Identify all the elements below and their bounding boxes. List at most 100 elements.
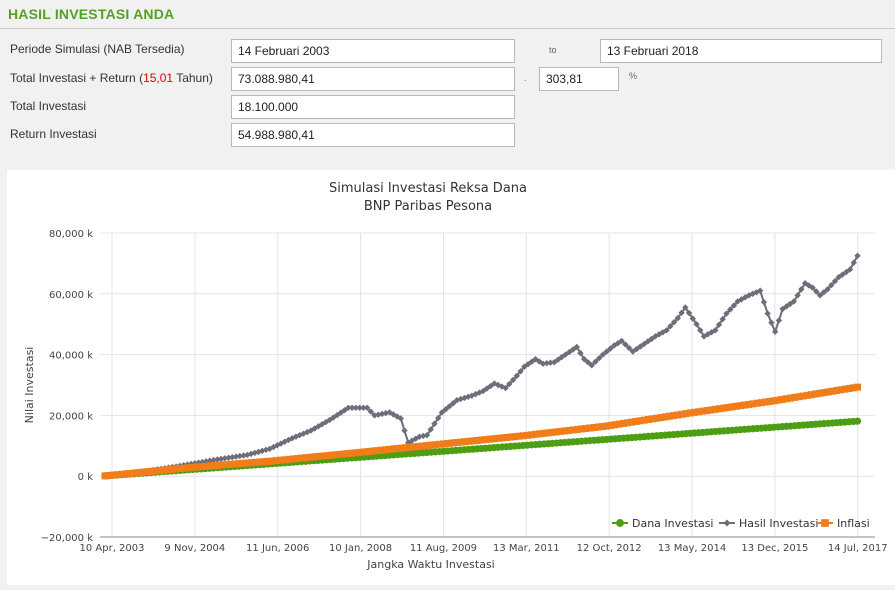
x-tick-label: 10 Jan, 2008 [329, 543, 392, 554]
total-value-field[interactable]: 73.088.980,41 [231, 67, 515, 91]
data-point [798, 286, 805, 293]
data-point [477, 436, 485, 444]
data-point [565, 426, 573, 434]
data-point [548, 428, 556, 436]
data-point [356, 448, 364, 456]
data-point [423, 442, 431, 450]
return-label: Return Investasi [10, 127, 97, 141]
data-point [114, 471, 122, 479]
data-point [809, 284, 816, 291]
return-value-field[interactable]: 54.988.980,41 [231, 123, 515, 147]
data-point [775, 317, 783, 324]
data-point [427, 426, 434, 433]
y-tick-label: 80,000 k [49, 229, 93, 240]
data-point [603, 422, 611, 430]
data-point [588, 362, 595, 369]
data-point [584, 359, 592, 366]
data-point [315, 423, 322, 430]
chart-title: Simulasi Investasi Reksa Dana [329, 181, 527, 196]
data-point [176, 465, 184, 473]
data-point [771, 328, 779, 335]
data-point [473, 436, 481, 444]
data-point [732, 402, 740, 410]
x-tick-label: 9 Nov, 2004 [164, 543, 225, 554]
data-point [682, 304, 689, 311]
data-point [854, 383, 862, 391]
data-point [682, 410, 690, 418]
data-point [607, 345, 614, 352]
data-point [837, 386, 845, 394]
data-point [373, 447, 381, 455]
data-point [618, 337, 625, 345]
data-point [160, 466, 168, 474]
data-point [197, 463, 205, 471]
periode-end-field[interactable]: 13 Februari 2018 [600, 39, 882, 63]
periode-start-field[interactable]: 14 Februari 2003 [231, 39, 515, 63]
data-point [268, 457, 276, 465]
data-point [685, 309, 693, 317]
data-point [126, 469, 134, 477]
data-point [741, 401, 749, 409]
data-point [573, 343, 580, 351]
data-point [226, 460, 234, 468]
data-point [172, 465, 180, 473]
data-point [592, 358, 599, 365]
data-point [423, 431, 431, 439]
data-point [345, 404, 352, 411]
data-point [828, 281, 835, 289]
data-point [730, 302, 738, 309]
data-point [766, 397, 774, 405]
data-point [382, 409, 389, 417]
data-point [782, 395, 790, 403]
investasi-value-field[interactable]: 18.100.000 [231, 95, 515, 119]
data-point [816, 389, 824, 397]
total-label-suffix: Tahun) [173, 71, 213, 85]
data-point [711, 405, 719, 413]
data-point [716, 405, 724, 413]
data-point [232, 453, 240, 460]
data-point [527, 431, 535, 439]
data-point [502, 433, 510, 441]
data-point [452, 439, 460, 447]
data-point [260, 458, 268, 466]
data-point [109, 471, 117, 479]
data-point [599, 351, 607, 358]
data-point [118, 470, 126, 478]
data-point [582, 424, 590, 432]
data-point [745, 400, 753, 408]
data-point [502, 384, 509, 392]
data-point [431, 441, 439, 449]
y-tick-label: 20,000 k [49, 411, 93, 422]
data-point [594, 423, 602, 431]
data-point [791, 393, 799, 401]
data-point [803, 391, 811, 399]
data-point [640, 416, 648, 424]
data-point [168, 465, 176, 473]
data-point [833, 387, 841, 395]
data-point [586, 424, 594, 432]
data-point [402, 444, 410, 452]
x-tick-label: 12 Oct, 2012 [577, 543, 642, 554]
data-point [595, 354, 603, 362]
data-point [427, 441, 435, 449]
data-point [486, 435, 494, 443]
data-point [519, 432, 527, 440]
data-point [557, 427, 565, 435]
data-point [649, 415, 657, 423]
data-point [762, 398, 770, 406]
data-point [628, 418, 636, 426]
data-point [532, 430, 540, 438]
x-tick-label: 13 May, 2014 [658, 543, 726, 554]
return-percent-field[interactable]: 303,81 [539, 67, 619, 91]
data-point [665, 412, 673, 420]
data-point [381, 446, 389, 454]
data-point [151, 467, 159, 475]
data-point [239, 459, 247, 467]
data-point [554, 356, 562, 363]
legend-marker [723, 519, 731, 527]
data-point [406, 443, 414, 451]
data-point [703, 407, 711, 415]
data-point [252, 458, 260, 466]
data-point [394, 445, 402, 453]
data-point [794, 292, 801, 299]
